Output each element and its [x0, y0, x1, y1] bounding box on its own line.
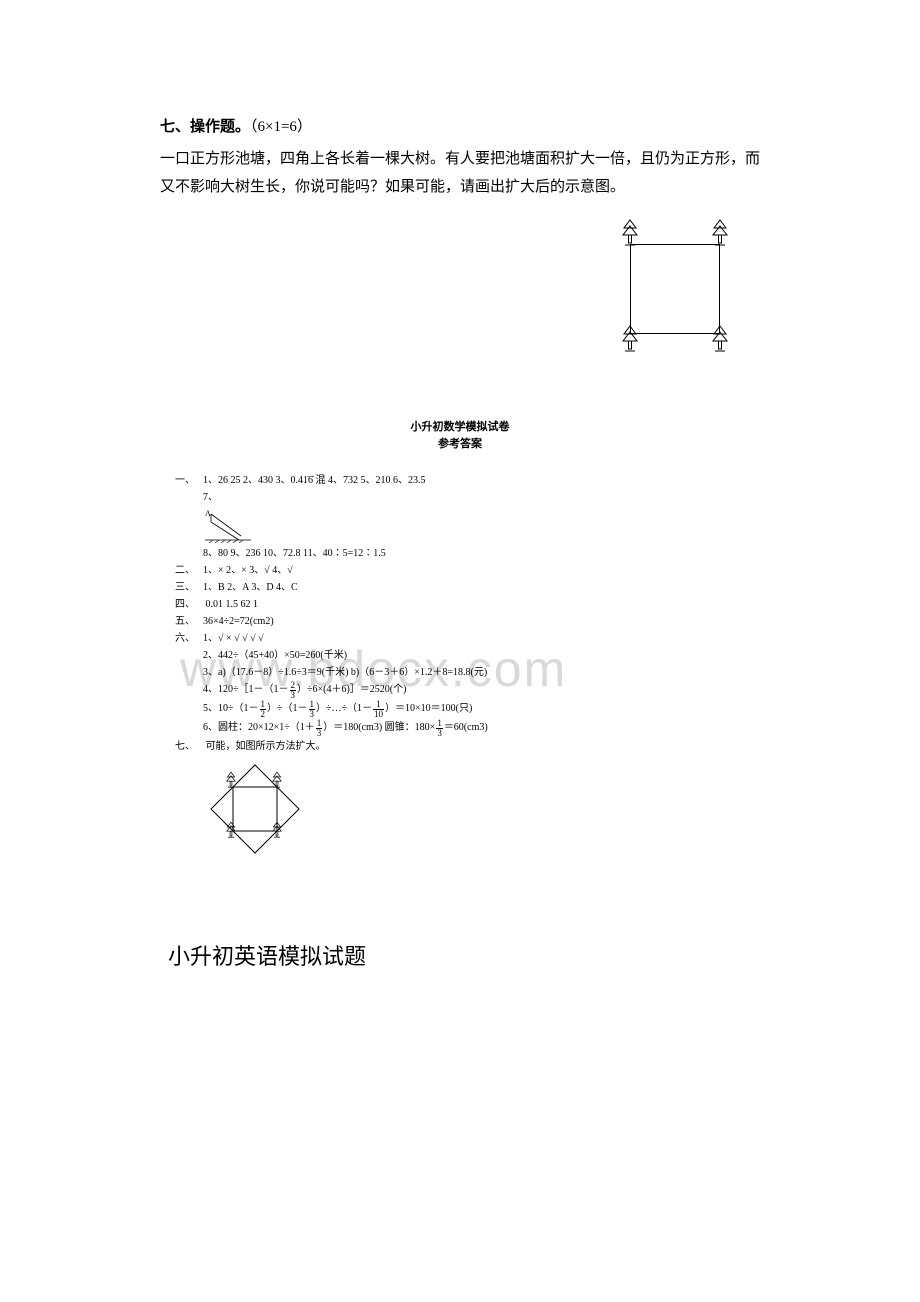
ans-sec-txt: 1、26 25 2、430 3、0.41̇6̇ 混 4、732 5、210 6、… [203, 475, 426, 486]
ans-line-6-4: 4、120÷［1－（1－23）÷6×(4＋6)］＝2520(个) [203, 681, 760, 700]
ans-figure-7 [195, 759, 315, 869]
ans-sec-txt: 36×4÷2=72(cm2) [203, 616, 274, 627]
txt: 6、圆柱：20×12×1÷（1＋ [203, 719, 315, 736]
ans-line-6-3: 3、a)（17.6－8）÷1.6÷3＝9(千米) b)（6－3＋6）×1.2＋8… [203, 664, 760, 681]
fraction: 12 [260, 700, 267, 719]
answer-title: 小升初数学模拟试卷 参考答案 [160, 419, 760, 454]
ans-line-2: 二、1、× 2、× 3、√ 4、√ [175, 562, 760, 579]
ans-sec-num: 六、 [175, 630, 203, 647]
fraction: 23 [290, 681, 297, 700]
txt: ）÷（1－ [267, 700, 308, 717]
txt: ）÷6×(4＋6)］＝2520(个) [297, 681, 406, 698]
ans-sec-txt: 1、× 2、× 3、√ 4、√ [203, 565, 293, 576]
fig-a: A [203, 508, 253, 543]
ans-sec-txt: 0.01 1.5 62 1 [203, 599, 258, 610]
ans-line-6: 六、1、√ × √ √ √ √ [175, 630, 760, 647]
answer-title-1: 小升初数学模拟试卷 [160, 419, 760, 437]
fraction: 13 [309, 700, 316, 719]
ans-sec-txt: 可能，如图所示方法扩大。 [203, 741, 326, 752]
q7-title-bold: 七、操作题。 [160, 119, 250, 135]
ans-line-6-5: 5、10÷（1－12）÷（1－13）÷…÷（1－110）＝10×10＝100(只… [203, 700, 760, 719]
q7-figure [600, 214, 750, 364]
ans-line-6-6: 6、圆柱：20×12×1÷（1＋13）＝180(cm3) 圆锥：180×13＝6… [203, 719, 760, 738]
tree-icon [710, 218, 730, 248]
ans-sec-num: 一、 [175, 472, 203, 489]
txt: 4、120÷［1－（1－ [203, 681, 289, 698]
ans-sec-num: 四、 [175, 596, 203, 613]
ans-line-4: 四、 0.01 1.5 62 1 [175, 596, 760, 613]
ans-line-3: 三、1、B 2、A 3、D 4、C [175, 579, 760, 596]
txt: ＝60(cm3) [444, 719, 488, 736]
q7-heading: 七、操作题。（6×1=6） [160, 115, 760, 136]
ans-sec-txt: 1、B 2、A 3、D 4、C [203, 582, 298, 593]
ans-sec-num: 五、 [175, 613, 203, 630]
tree-icon [620, 324, 640, 354]
fraction: 13 [316, 719, 323, 738]
q7-title-paren: （6×1=6） [250, 119, 312, 135]
answer-title-2: 参考答案 [160, 436, 760, 454]
ans-line-5: 五、36×4÷2=72(cm2) [175, 613, 760, 630]
txt: 5、10÷（1－ [203, 700, 259, 717]
ans-sec-num: 三、 [175, 579, 203, 596]
ans-line-1b: 7、 [203, 489, 760, 506]
tree-icon [620, 218, 640, 248]
ans-sec-txt: 1、√ × √ √ √ √ [203, 633, 264, 644]
txt: ）＝10×10＝100(只) [385, 700, 472, 717]
tree-icon [710, 324, 730, 354]
fraction: 13 [436, 719, 443, 738]
ans-sec-num: 二、 [175, 562, 203, 579]
svg-text:A: A [205, 509, 211, 518]
ans-line-1: 一、1、26 25 2、430 3、0.41̇6̇ 混 4、732 5、210 … [175, 472, 760, 489]
english-test-heading: 小升初英语模拟试题 [168, 939, 760, 971]
q7-description: 一口正方形池塘，四角上各长着一棵大树。有人要把池塘面积扩大一倍，且仍为正方形，而… [160, 146, 760, 202]
fraction: 110 [373, 700, 384, 719]
pond-square [630, 244, 720, 334]
txt: ）÷…÷（1－ [316, 700, 372, 717]
txt: ）＝180(cm3) 圆锥：180× [323, 719, 435, 736]
ans-line-6-2: 2、442÷（45+40）×50=260(千米) [203, 647, 760, 664]
answer-key-block: 小升初数学模拟试卷 参考答案 一、1、26 25 2、430 3、0.41̇6̇… [160, 419, 760, 869]
page-content: 七、操作题。（6×1=6） 一口正方形池塘，四角上各长着一棵大树。有人要把池塘面… [160, 115, 760, 971]
ans-sec-num: 七、 [175, 738, 203, 755]
ans-line-1c: 8、80 9、236 10、72.8 11、40∶5=12∶1.5 [203, 545, 760, 562]
ans-line-7: 七、 可能，如图所示方法扩大。 [175, 738, 760, 755]
